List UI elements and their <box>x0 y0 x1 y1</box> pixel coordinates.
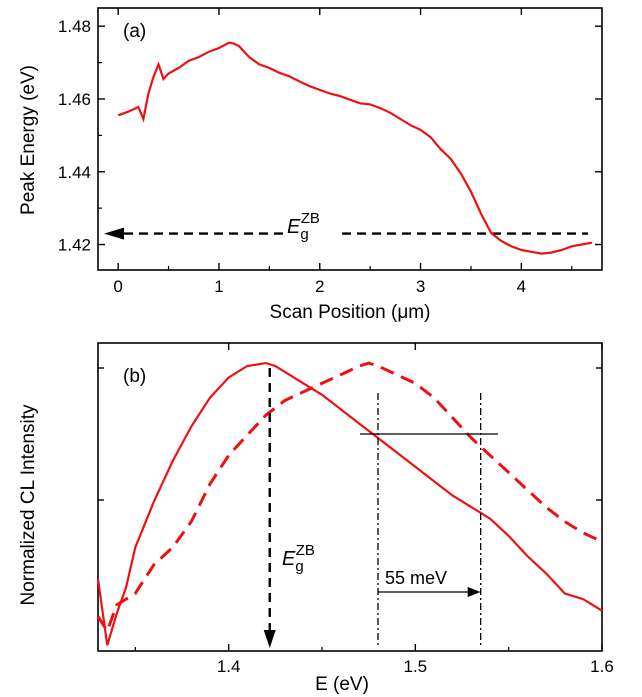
panel-a-x-axis-label: Scan Position (μm) <box>270 302 431 323</box>
panel-a-eg-superscript: ZB <box>301 210 320 227</box>
panel-b-x-axis-label: E (eV) <box>315 674 369 695</box>
panel-b-x-ticks: 1.4 1.5 1.6 <box>134 343 614 676</box>
panel-b-eg-superscript: ZB <box>296 542 315 559</box>
panel-b-label: (b) <box>123 366 146 387</box>
panel-b-series-solid-line <box>96 361 603 646</box>
panel-a-eg-symbol: E <box>287 216 301 238</box>
panel-b: (b) 1.4 1.5 1.6 E (eV) Normalized CL Inten… <box>18 342 614 695</box>
panel-a-y-tick-label: 1.42 <box>58 236 91 255</box>
panel-b-fwhm-marker: 55 meV <box>360 393 498 648</box>
panel-a-y-tick-label: 1.46 <box>58 90 91 109</box>
panel-b-x-tick-label: 1.4 <box>217 657 241 676</box>
panel-b-y-ticks <box>98 367 602 501</box>
panel-a-eg-subscript: g <box>300 226 308 243</box>
panel-a-x-tick-label: 1 <box>214 277 223 296</box>
panel-b-eg-label: EgZB <box>282 542 315 575</box>
panel-b-x-tick-label: 1.5 <box>404 657 428 676</box>
panel-a-label: (a) <box>123 21 146 42</box>
panel-b-eg-reference: EgZB <box>263 368 315 648</box>
panel-a-series-line <box>117 41 593 255</box>
panel-a: (a) 0 1 2 3 4 1.42 1.44 1.46 1.48 Scan Position… <box>18 7 603 323</box>
panel-b-eg-symbol: E <box>282 548 296 570</box>
panel-b-x-tick-label: 1.6 <box>590 657 614 676</box>
panel-b-shift-label: 55 meV <box>385 568 447 588</box>
panel-a-eg-label: EgZB <box>287 210 320 243</box>
panel-a-y-tick-label: 1.48 <box>58 17 91 36</box>
panel-a-eg-reference: EgZB <box>104 210 588 243</box>
panel-a-x-ticks: 0 1 2 3 4 <box>113 8 573 296</box>
panel-a-x-tick-label: 2 <box>315 277 324 296</box>
panel-a-frame <box>97 7 603 271</box>
panel-b-eg-arrowhead <box>263 630 276 648</box>
panel-a-y-tick-label: 1.44 <box>58 163 91 182</box>
panel-b-y-axis-label: Normalized CL Intensity <box>18 404 39 605</box>
panel-b-shift-arrowhead <box>467 587 481 597</box>
panel-b-eg-subscript: g <box>295 558 303 575</box>
panel-b-series-dashed-line <box>96 361 603 635</box>
panel-a-x-tick-label: 3 <box>416 277 425 296</box>
panel-a-x-tick-label: 4 <box>517 277 526 296</box>
panel-a-x-tick-label: 0 <box>113 277 122 296</box>
panel-b-frame <box>97 342 603 652</box>
panel-b-x-axis-label-text: E (eV) <box>315 674 369 695</box>
panel-a-eg-arrowhead <box>104 227 124 240</box>
panel-a-y-ticks: 1.42 1.44 1.46 1.48 <box>58 17 602 255</box>
panel-a-y-axis-label: Peak Energy (eV) <box>18 65 39 215</box>
